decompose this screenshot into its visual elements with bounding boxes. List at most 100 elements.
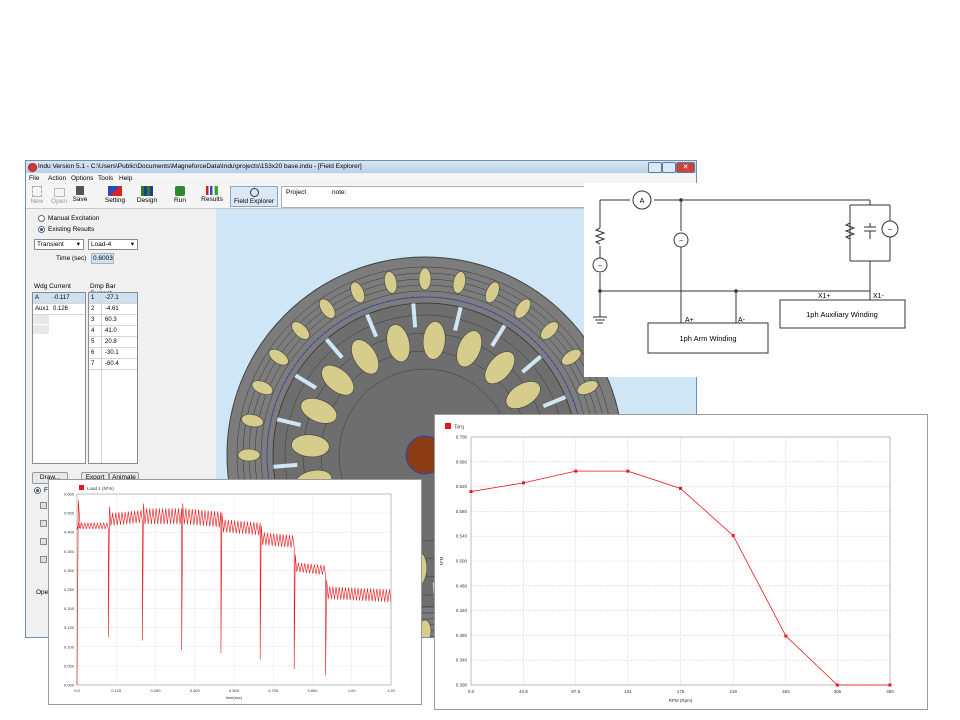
x-tick-label: 219 [729,689,737,694]
open-icon [53,188,65,197]
row-divider [33,314,85,315]
x-tick-label: 350 [886,689,894,694]
left-control-panel: Manual Excitation Existing Results Trans… [26,209,139,637]
stator-slot [452,271,466,294]
existing-results-radio[interactable]: Existing Results [38,226,94,233]
checkbox[interactable] [40,520,47,527]
y-tick-label: 0.580 [456,509,468,514]
data-point [888,683,892,687]
data-point [469,490,473,494]
setting-icon [108,186,122,196]
table-row-index[interactable]: 6 [91,350,95,356]
save-button[interactable]: Save [72,186,88,203]
table-row-value[interactable]: 20.8 [105,339,117,345]
y-tick-label: 0.150 [64,625,75,630]
table-row-value[interactable]: 41.0 [105,328,117,334]
x-tick-label: 1.20 [387,688,396,693]
x-tick-label: 0.400 [190,688,201,693]
rotor-bar [422,321,446,360]
current-source-tilde-icon: ~ [888,227,892,234]
time-value-field[interactable]: 0.6003 [91,253,114,264]
arm-plus-label: A+ [685,317,694,324]
empty-row-cell [33,315,49,324]
y-tick-label: 0.500 [456,559,468,564]
table-row-value[interactable]: 0.126 [53,306,69,312]
y-tick-label: 0.300 [64,568,75,573]
wdg-current-header: Wdg Current [34,283,71,290]
title-bar: Indu Version 5.1 - C:\Users\Public\Docum… [26,161,696,173]
data-point [784,634,788,638]
column-divider [101,293,102,463]
y-tick-label: 0.700 [456,435,468,440]
table-row-index[interactable]: 2 [91,306,95,312]
open-label: Open [51,198,67,205]
rotor-bar [386,324,411,363]
table-row-name[interactable]: A [35,295,40,301]
field-explorer-label: Field Explorer [233,198,275,205]
data-point [679,486,682,490]
table-row-index[interactable]: 5 [91,339,95,345]
y-tick-label: 0.100 [64,644,75,649]
x-tick-label: 306 [834,689,842,694]
rotor-bar [300,398,338,424]
plot-frame [470,436,891,686]
run-button[interactable]: Run [172,186,188,204]
table-row-index[interactable]: 4 [91,328,95,334]
arm-winding-label: 1ph Arm Winding [679,334,736,343]
table-row-value[interactable]: -4.61 [105,306,119,312]
menu-file[interactable]: File [29,175,40,182]
menu-help[interactable]: Help [119,175,133,182]
table-row-value[interactable]: -0.117 [53,295,70,301]
y-tick-label: 0.400 [64,530,75,535]
menu-tools[interactable]: Tools [98,175,114,182]
checkbox[interactable] [40,556,47,563]
checkbox[interactable] [40,538,47,545]
window-title: Indu Version 5.1 - C:\Users\Public\Docum… [38,163,362,170]
menu-options[interactable]: Options [71,175,94,182]
table-row-index[interactable]: 1 [91,295,95,301]
menu-action[interactable]: Action [48,175,67,182]
field-explorer-button[interactable]: Field Explorer [230,186,278,207]
setting-button[interactable]: Setting [102,186,128,204]
maximize-button[interactable] [662,162,676,173]
y-tick-label: 0.600 [64,492,75,497]
checkbox[interactable] [40,502,47,509]
open-button[interactable]: Open [50,186,68,205]
y-tick-label: 0.350 [64,549,75,554]
x-axis-label: RPM (Rpm) [669,698,693,703]
y-tick-label: 0.300 [456,683,468,688]
load-case-select[interactable]: Load-4 ▾ [88,239,138,250]
table-row-highlight [89,293,137,303]
table-row-index[interactable]: 3 [91,317,95,323]
row-divider [89,358,137,359]
minimize-button[interactable] [648,162,662,173]
ground-icon [593,313,607,324]
x-tick-label: 1.00 [348,688,357,693]
results-button[interactable]: Results [200,186,224,203]
table-row-name[interactable]: Aux1 [35,306,49,312]
rotor-slot-opening [273,462,298,469]
design-button[interactable]: Design [136,186,158,204]
rotor-slot-opening [276,417,302,427]
table-row-value[interactable]: -27.1 [105,295,119,301]
manual-excitation-radio[interactable]: Manual Excitation [38,215,99,222]
rotor-bar [291,434,330,458]
note-label: note: [332,189,347,196]
row-divider [89,325,137,326]
x-axis-label: time(sec) [226,695,243,700]
table-row-index[interactable]: 7 [91,361,95,367]
table-row-value[interactable]: -60.4 [105,361,119,367]
close-button[interactable]: ✕ [676,162,695,173]
table-row-value[interactable]: 60.3 [105,317,117,323]
rotor-slot-opening [490,324,507,348]
new-button[interactable]: New [29,186,45,205]
data-point [574,469,578,473]
torque-rpm-chart: Torq 0.0 43.8 87.5 131 175 219 263 306 350 0.700 0.… [439,423,894,703]
table-row-value[interactable]: -30.1 [105,350,119,356]
analysis-type-select[interactable]: Transient ▾ [34,239,84,250]
x-tick-label: 175 [677,689,685,694]
circuit-diagram: A ~ ~ ~ A+ A- X1+ X1- 1ph Arm Winding 1p… [584,183,936,377]
damper-bar-current-table: 1 -27.1 2 -4.61 3 60.3 4 41.0 5 20.8 6 -30.1 7 -60.4 [88,292,138,464]
y-tick-label: 0.380 [456,633,468,638]
chevron-down-icon: ▾ [130,241,134,248]
